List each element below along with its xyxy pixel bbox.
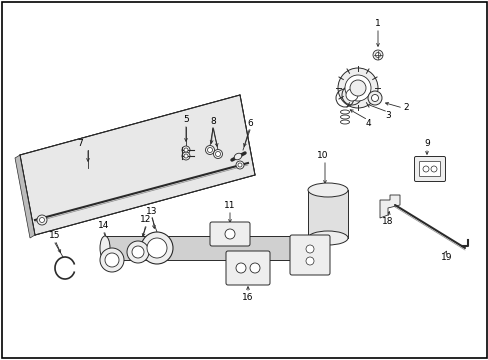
Circle shape: [349, 80, 365, 96]
Circle shape: [183, 154, 187, 158]
Circle shape: [236, 161, 244, 169]
FancyBboxPatch shape: [414, 157, 445, 181]
Text: 14: 14: [98, 221, 109, 230]
Text: 12: 12: [140, 216, 151, 225]
Circle shape: [100, 248, 124, 272]
Text: 15: 15: [49, 231, 61, 240]
Text: 13: 13: [146, 207, 158, 216]
Circle shape: [305, 245, 313, 253]
Circle shape: [224, 229, 235, 239]
Text: 18: 18: [382, 217, 393, 226]
Circle shape: [132, 246, 143, 258]
Text: 3: 3: [385, 112, 390, 121]
Circle shape: [371, 94, 378, 102]
Circle shape: [346, 89, 357, 101]
Text: 10: 10: [317, 152, 328, 161]
Circle shape: [147, 238, 167, 258]
FancyBboxPatch shape: [209, 222, 249, 246]
Circle shape: [249, 263, 260, 273]
Text: 5: 5: [183, 116, 188, 125]
Text: 8: 8: [210, 117, 215, 126]
Text: 19: 19: [440, 253, 452, 262]
Circle shape: [375, 53, 380, 58]
Circle shape: [182, 152, 190, 160]
FancyBboxPatch shape: [225, 251, 269, 285]
Circle shape: [430, 166, 436, 172]
Polygon shape: [15, 155, 35, 238]
Ellipse shape: [100, 236, 110, 260]
Bar: [307, 190, 347, 238]
Circle shape: [337, 68, 377, 108]
Circle shape: [422, 166, 428, 172]
Circle shape: [105, 253, 119, 267]
Circle shape: [238, 163, 242, 167]
Circle shape: [372, 50, 382, 60]
Circle shape: [37, 215, 47, 225]
Ellipse shape: [307, 231, 347, 245]
Text: 6: 6: [246, 118, 252, 127]
Ellipse shape: [234, 153, 241, 160]
Bar: [105, 236, 305, 260]
Circle shape: [183, 148, 187, 152]
Circle shape: [215, 152, 220, 157]
Text: 16: 16: [242, 292, 253, 302]
Ellipse shape: [307, 183, 347, 197]
Text: 1: 1: [374, 19, 380, 28]
Circle shape: [40, 217, 44, 222]
Text: 4: 4: [365, 120, 370, 129]
Circle shape: [127, 241, 149, 263]
FancyBboxPatch shape: [419, 162, 440, 176]
Circle shape: [141, 232, 173, 264]
Polygon shape: [379, 195, 399, 218]
Text: 2: 2: [403, 103, 408, 112]
Text: 17: 17: [305, 234, 317, 243]
Circle shape: [207, 148, 212, 153]
Circle shape: [213, 149, 222, 158]
Polygon shape: [20, 95, 254, 235]
Text: 7: 7: [77, 139, 82, 148]
Circle shape: [345, 75, 370, 101]
Text: 11: 11: [224, 202, 235, 211]
Circle shape: [205, 145, 214, 154]
Circle shape: [182, 146, 190, 154]
Text: 9: 9: [423, 139, 429, 148]
Circle shape: [236, 263, 245, 273]
Circle shape: [367, 91, 381, 105]
Circle shape: [305, 257, 313, 265]
Circle shape: [341, 85, 361, 105]
FancyBboxPatch shape: [289, 235, 329, 275]
Polygon shape: [20, 95, 254, 235]
